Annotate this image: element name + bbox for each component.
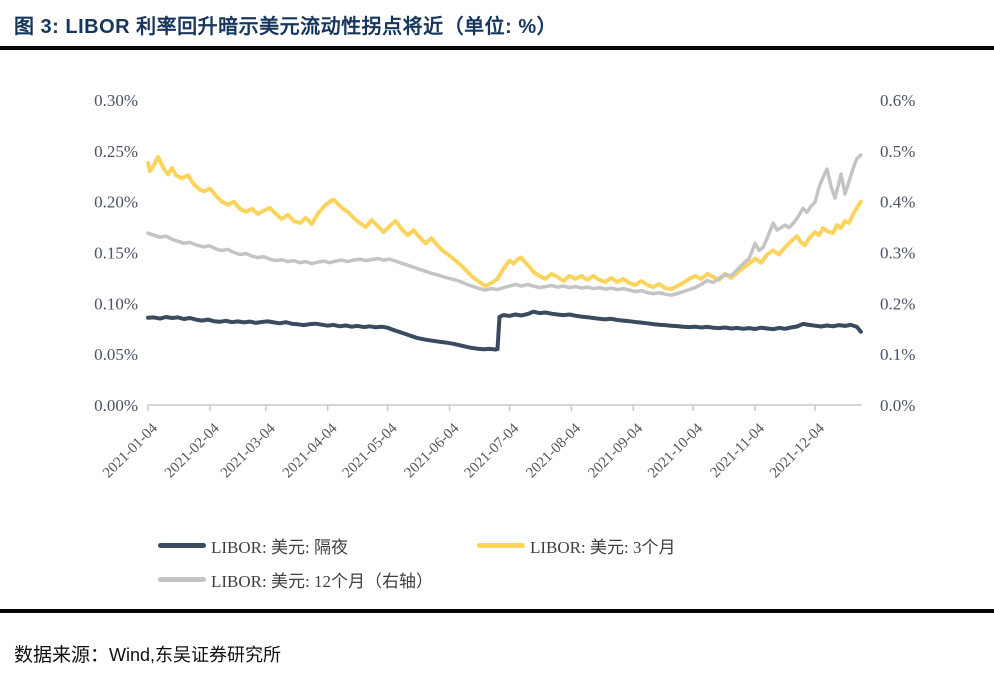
series-line-2 — [146, 153, 863, 297]
x-axis-label: 2021-01-04 — [100, 420, 161, 481]
left-axis-label: 0.30% — [94, 91, 138, 110]
legend-label-12m: LIBOR: 美元: 12个月（右轴） — [211, 571, 433, 591]
x-axis-label: 2021-02-04 — [162, 420, 223, 481]
x-axis-label: 2021-03-04 — [218, 420, 279, 481]
x-axis-label: 2021-05-04 — [340, 420, 401, 481]
x-axis-label: 2021-10-04 — [645, 420, 706, 481]
left-axis-label: 0.15% — [94, 244, 138, 263]
x-axis-label: 2021-11-04 — [708, 420, 769, 481]
legend-item-3m: LIBOR: 美元: 3个月 — [477, 534, 676, 557]
legend-label-3m: LIBOR: 美元: 3个月 — [530, 537, 676, 557]
data-source: 数据来源：Wind,东吴证券研究所 — [14, 640, 281, 667]
title-divider — [0, 46, 994, 50]
right-axis-label: 0.3% — [880, 244, 915, 263]
right-axis-label: 0.1% — [880, 345, 915, 364]
legend-item-overnight: LIBOR: 美元: 隔夜 — [158, 534, 348, 557]
x-axis-label: 2021-08-04 — [523, 420, 584, 481]
series-line-1 — [146, 154, 863, 292]
figure-title: 图 3: LIBOR 利率回升暗示美元流动性拐点将近（单位: %） — [14, 16, 558, 38]
x-axis-label: 2021-04-04 — [280, 420, 341, 481]
left-axis-label: 0.25% — [94, 142, 138, 161]
right-axis-label: 0.6% — [880, 91, 915, 110]
legend-item-12m: LIBOR: 美元: 12个月（右轴） — [158, 568, 433, 591]
right-axis-label: 0.0% — [880, 396, 915, 415]
x-axis-label: 2021-06-04 — [402, 420, 463, 481]
x-axis-label: 2021-12-04 — [767, 420, 828, 481]
footer-divider — [0, 609, 994, 613]
left-axis-label: 0.00% — [94, 396, 138, 415]
legend-label-overnight: LIBOR: 美元: 隔夜 — [211, 537, 348, 557]
right-axis-label: 0.2% — [880, 294, 915, 313]
legend-swatch-3m — [477, 542, 525, 548]
right-axis-label: 0.4% — [880, 193, 915, 212]
right-axis-label: 0.5% — [880, 142, 915, 161]
legend-swatch-overnight — [158, 542, 206, 548]
left-axis-label: 0.05% — [94, 345, 138, 364]
x-axis-label: 2021-09-04 — [585, 420, 646, 481]
series-line-0 — [146, 309, 863, 352]
x-axis-label: 2021-07-04 — [461, 420, 522, 481]
legend-swatch-12m — [158, 576, 206, 582]
data-source-value: Wind,东吴证券研究所 — [109, 645, 282, 665]
left-axis-label: 0.10% — [94, 294, 138, 313]
left-axis-label: 0.20% — [94, 193, 138, 212]
data-source-label: 数据来源： — [14, 645, 110, 666]
